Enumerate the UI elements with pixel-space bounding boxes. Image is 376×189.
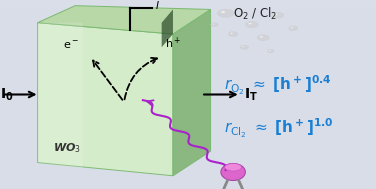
Bar [0,57,376,66]
Bar [0,132,376,142]
Bar [0,142,376,151]
Text: e$^-$: e$^-$ [63,40,79,51]
Bar [0,104,376,113]
Circle shape [246,21,258,28]
Bar [0,113,376,123]
Circle shape [221,11,225,13]
Circle shape [275,14,278,15]
Ellipse shape [225,163,242,171]
Bar [0,0,376,9]
Text: $\mathit{r}_{\mathrm{Cl_2}}$ $\approx$ $\mathbf{[h^+]^{1.0}}$: $\mathit{r}_{\mathrm{Cl_2}}$ $\approx$ $… [224,117,334,140]
Text: WO$_3$: WO$_3$ [53,141,81,155]
Circle shape [228,32,238,36]
Circle shape [211,23,218,26]
Circle shape [267,49,274,53]
Bar [0,85,376,94]
Bar [0,94,376,104]
Bar [0,161,376,170]
Bar [0,47,376,57]
Text: I: I [156,1,159,11]
Circle shape [212,24,214,25]
Text: $\mathbf{I_T}$: $\mathbf{I_T}$ [244,86,258,103]
Text: h$^+$: h$^+$ [165,36,182,51]
Circle shape [240,45,249,49]
Circle shape [242,46,244,47]
Bar [0,38,376,47]
Polygon shape [38,23,83,168]
Circle shape [230,33,233,34]
Circle shape [273,12,284,18]
Text: $\mathit{r}_{\mathrm{O_2}}$ $\approx$ $\mathbf{[h^+]^{0.4}}$: $\mathit{r}_{\mathrm{O_2}}$ $\approx$ $\… [224,73,332,97]
Polygon shape [173,9,211,176]
Circle shape [269,50,271,51]
Bar [0,9,376,19]
Circle shape [257,35,269,41]
Ellipse shape [221,163,245,180]
Polygon shape [38,23,173,176]
Circle shape [249,23,252,24]
Bar [0,66,376,76]
Polygon shape [38,6,211,34]
Circle shape [291,27,293,28]
Bar [0,76,376,85]
Polygon shape [162,9,173,47]
Circle shape [260,36,263,38]
Bar [0,170,376,180]
Circle shape [289,26,298,31]
Text: O$_2$ / Cl$_2$: O$_2$ / Cl$_2$ [233,6,277,22]
Bar [0,151,376,161]
Bar [0,28,376,38]
Bar [0,19,376,28]
Circle shape [217,9,234,17]
Bar [0,123,376,132]
Bar [0,180,376,189]
Text: $\mathbf{I_0}$: $\mathbf{I_0}$ [0,86,14,103]
